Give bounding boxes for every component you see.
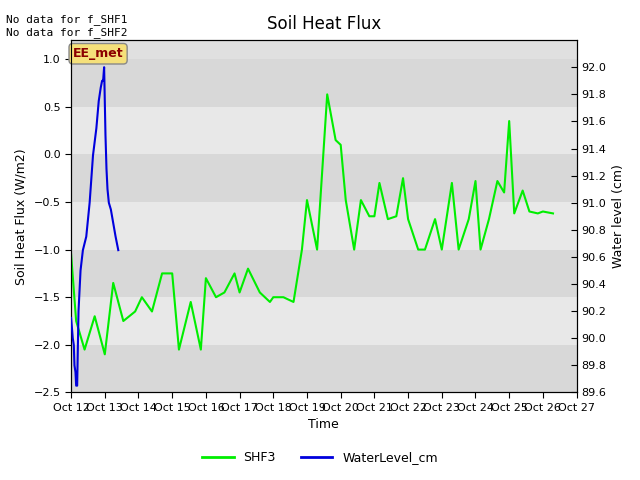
Text: EE_met: EE_met xyxy=(73,47,124,60)
Bar xyxy=(71,155,577,202)
Bar xyxy=(71,250,577,297)
X-axis label: Time: Time xyxy=(308,419,339,432)
Bar xyxy=(71,202,577,250)
Bar xyxy=(71,107,577,155)
Bar xyxy=(71,297,577,345)
Bar xyxy=(71,59,577,107)
Bar xyxy=(71,345,577,393)
Y-axis label: Soil Heat Flux (W/m2): Soil Heat Flux (W/m2) xyxy=(15,148,28,285)
Legend: SHF3, WaterLevel_cm: SHF3, WaterLevel_cm xyxy=(197,446,443,469)
Y-axis label: Water level (cm): Water level (cm) xyxy=(612,164,625,268)
Text: No data for f_SHF1
No data for f_SHF2: No data for f_SHF1 No data for f_SHF2 xyxy=(6,14,128,38)
Title: Soil Heat Flux: Soil Heat Flux xyxy=(267,15,381,33)
